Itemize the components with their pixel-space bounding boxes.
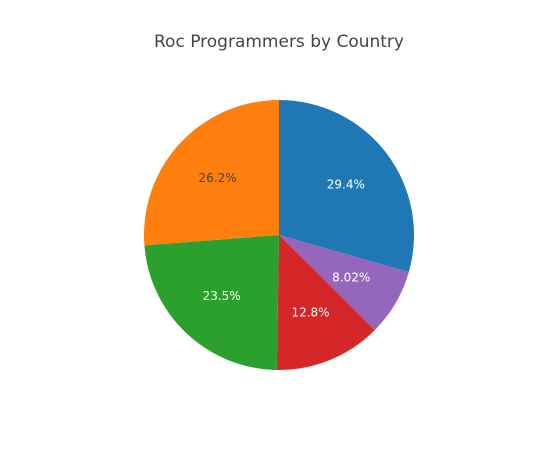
chart-title: Roc Programmers by Country (154, 32, 404, 52)
pie-slice[interactable] (144, 235, 279, 370)
pie-slice[interactable] (279, 235, 409, 331)
pie-slices (144, 100, 415, 370)
pie-slice-label: 8.02% (332, 270, 370, 284)
pie-slice-label: 23.5% (203, 289, 241, 303)
pie-labels: 29.4% 8.02% 12.8% 23.5% 26.2% (199, 171, 371, 319)
pie-slice[interactable] (276, 235, 375, 370)
pie-slice-label: 12.8% (291, 306, 329, 320)
pie-slice-label: 26.2% (199, 171, 237, 185)
pie-slice[interactable] (144, 100, 279, 246)
pie-slice[interactable] (279, 100, 415, 273)
pie-slice-label: 29.4% (327, 178, 365, 192)
